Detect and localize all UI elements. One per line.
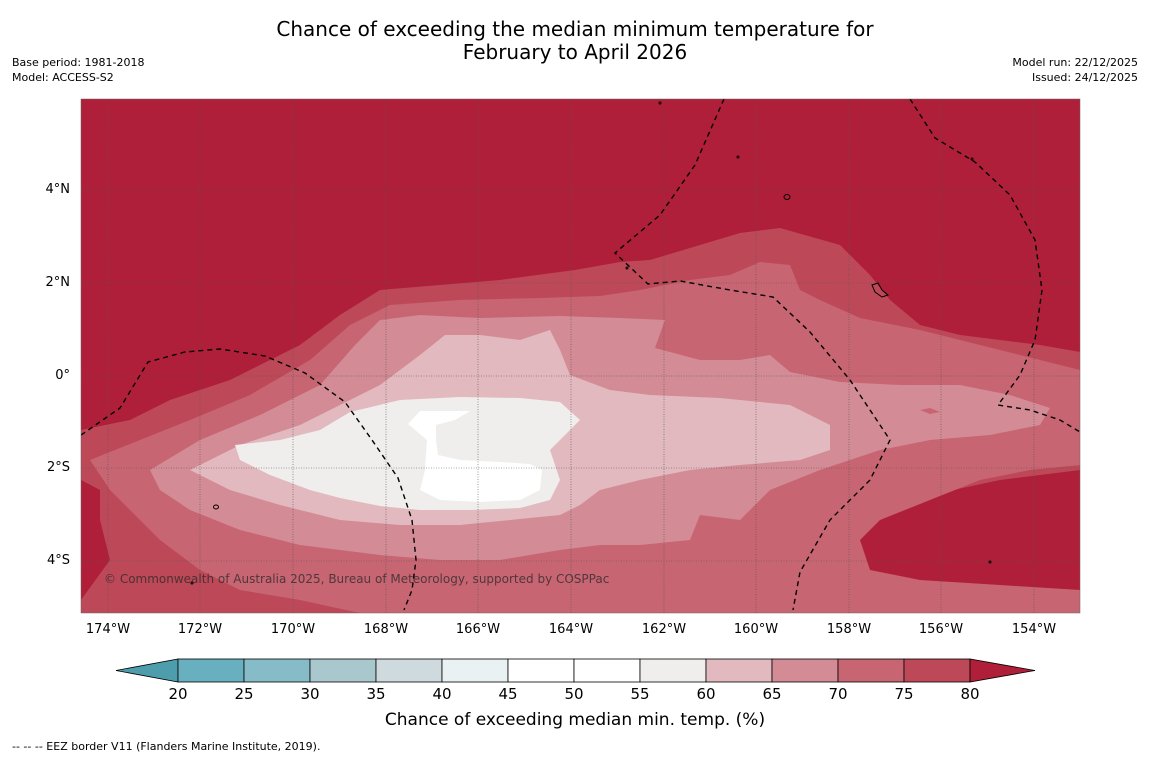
fill-band-50-55 [408,411,542,502]
lon-label-174w: 174°W [85,622,131,637]
cb-tick-65: 65 [762,685,782,703]
fill-band-70-75-patch [920,408,940,414]
colorbar-segment [903,658,971,683]
colorbar-segment [243,658,311,683]
lat-label-4n: 4°N [45,182,71,197]
colorbar-title: Chance of exceeding median min. temp. (%… [384,710,766,730]
islands [190,101,992,585]
lon-label-172w: 172°W [177,622,223,637]
cb-tick-70: 70 [828,685,848,703]
lon-label-160w: 160°W [733,622,779,637]
colorbar [115,658,1036,683]
colorbar-segment [639,658,707,683]
colorbar-segment [309,658,377,683]
cb-tick-40: 40 [432,685,452,703]
cb-tick-45: 45 [498,685,518,703]
map-panel [81,99,1080,613]
title-line-2: February to April 2026 [462,40,688,64]
cb-tick-30: 30 [300,685,320,703]
base-period: Base period: 1981-2018 [12,56,145,69]
lon-label-162w: 162°W [641,622,687,637]
colorbar-segment [771,658,839,683]
eez-legend: -- -- -- EEZ border V11 (Flanders Marine… [12,740,321,753]
gridlines [81,99,1080,613]
eez-borders [81,99,1080,611]
fill-band-65-70-patch [612,356,640,376]
cb-tick-20: 20 [168,685,188,703]
colorbar-segment [177,658,245,683]
model-name: Model: ACCESS-S2 [12,71,114,84]
colorbar-segment [507,658,575,683]
colorbar-segment [573,658,641,683]
colorbar-segment [375,658,443,683]
lon-label-168w: 168°W [363,622,409,637]
colorbar-segment [837,658,905,683]
cb-tick-75: 75 [894,685,914,703]
meta-right: Model run: 22/12/2025 Issued: 24/12/2025 [1012,55,1138,85]
lon-label-158w: 158°W [826,622,872,637]
cb-tick-35: 35 [366,685,386,703]
model-run: Model run: 22/12/2025 [1012,56,1138,69]
cb-tick-55: 55 [630,685,650,703]
copyright-notice: © Commonwealth of Australia 2025, Bureau… [104,572,610,586]
cb-tick-50: 50 [564,685,584,703]
cb-tick-25: 25 [234,685,254,703]
cb-tick-80: 80 [960,685,980,703]
cb-tick-60: 60 [696,685,716,703]
issued-date: Issued: 24/12/2025 [1031,71,1138,84]
colorbar-segment [705,658,773,683]
lon-label-156w: 156°W [918,622,964,637]
meta-left: Base period: 1981-2018 Model: ACCESS-S2 [12,55,144,85]
lat-label-4s: 4°S [46,553,70,568]
colorbar-extend-high [969,658,1036,683]
lat-label-0: 0° [55,368,70,383]
lon-label-170w: 170°W [270,622,316,637]
colorbar-segment [441,658,509,683]
title-line-1: Chance of exceeding the median minimum t… [276,17,874,41]
lon-label-164w: 164°W [548,622,594,637]
map-title: Chance of exceeding the median minimum t… [0,18,1150,64]
map-frame [80,98,1081,614]
lat-label-2n: 2°N [45,275,71,290]
lat-label-2s: 2°S [46,460,70,475]
lon-label-166w: 166°W [455,622,501,637]
colorbar-extend-low [115,658,179,683]
lon-label-154w: 154°W [1011,622,1057,637]
